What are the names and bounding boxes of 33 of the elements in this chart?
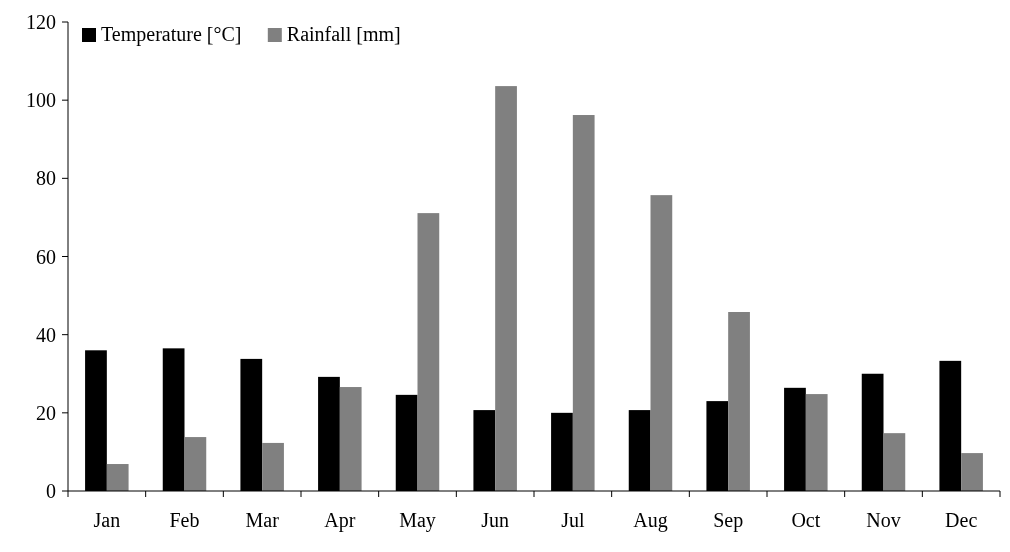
y-tick-label: 40: [36, 323, 56, 346]
bar: [495, 86, 517, 491]
x-tick-label: Dec: [945, 509, 978, 531]
legend-label: Rainfall [mm]: [286, 23, 401, 45]
y-tick-label: 20: [36, 401, 56, 424]
x-tick-label: Sep: [713, 509, 744, 532]
bar: [339, 387, 362, 491]
y-tick-label: 0: [46, 480, 56, 502]
x-tick-label: Jun: [481, 509, 510, 531]
bar: [417, 213, 440, 491]
legend-label: Temperature [°C]: [101, 23, 242, 46]
bar: [805, 394, 828, 491]
x-tick-label: Mar: [245, 509, 280, 531]
bar: [572, 115, 595, 491]
bar: [728, 312, 750, 491]
x-tick-label: Feb: [169, 509, 200, 531]
x-tick-label: Apr: [324, 509, 356, 532]
bar: [961, 453, 983, 491]
bar: [106, 464, 129, 491]
y-tick-label: 60: [36, 245, 56, 268]
x-tick-label: May: [399, 509, 436, 532]
bar: [262, 442, 284, 491]
y-tick-label: 100: [26, 89, 56, 112]
y-tick-label: 120: [26, 11, 56, 33]
y-tick-label: 80: [36, 167, 56, 190]
x-tick-label: Jul: [561, 509, 585, 531]
x-tick-label: Nov: [866, 509, 901, 531]
bar: [184, 437, 207, 491]
bar: [883, 433, 906, 491]
bar: [650, 195, 673, 491]
x-tick-label: Jan: [93, 509, 121, 531]
x-tick-label: Oct: [791, 509, 821, 531]
x-tick-label: Aug: [633, 509, 668, 532]
